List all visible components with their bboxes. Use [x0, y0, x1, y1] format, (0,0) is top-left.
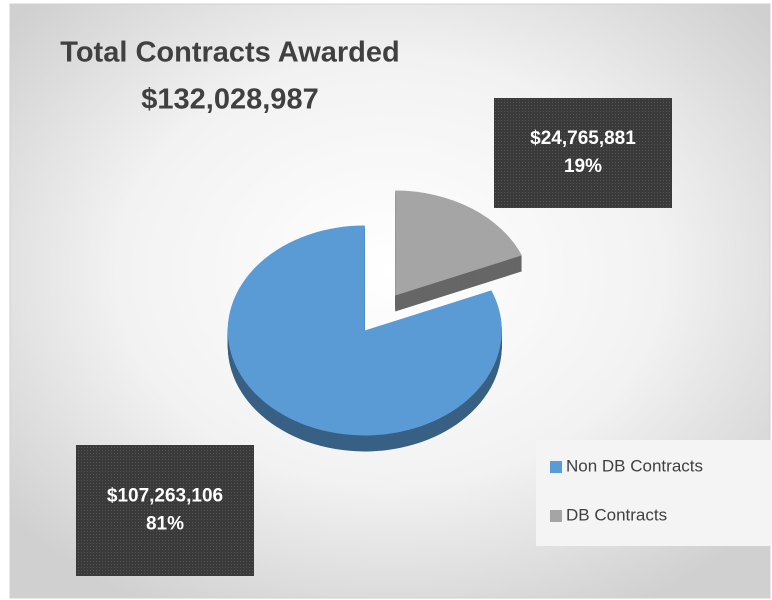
- chart-title: Total Contracts Awarded: [60, 37, 399, 69]
- legend-swatch: [550, 461, 562, 473]
- data-label-box: [76, 445, 254, 576]
- legend-label: Non DB Contracts: [566, 456, 703, 475]
- data-label-box: [494, 98, 672, 208]
- data-label: $107,263,106: [107, 486, 223, 507]
- data-label-percent: 81%: [146, 514, 184, 535]
- pie-slice: [395, 190, 522, 296]
- legend-box: [536, 440, 772, 546]
- legend-swatch: [550, 510, 562, 522]
- chart-subtitle: $132,028,987: [141, 84, 318, 116]
- legend-label: DB Contracts: [566, 505, 667, 524]
- pie-slice: [227, 225, 502, 436]
- data-label: $24,765,881: [530, 128, 636, 149]
- data-label-percent: 19%: [564, 156, 602, 177]
